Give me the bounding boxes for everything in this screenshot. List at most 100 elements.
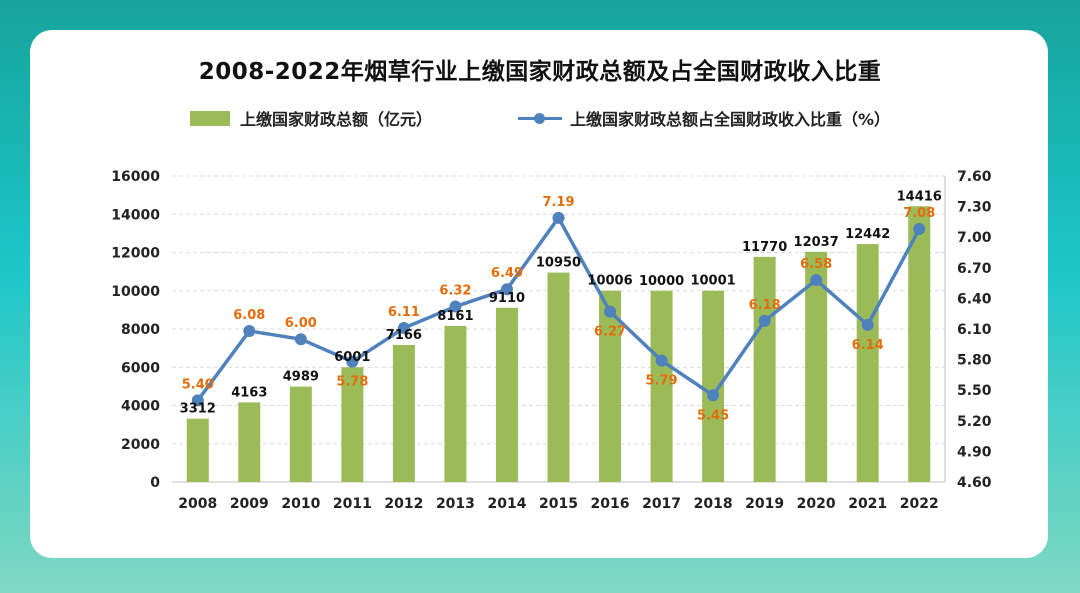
line-value-label: 7.08 bbox=[903, 206, 935, 221]
y-right-tick-label: 6.10 bbox=[957, 322, 992, 338]
x-tick-label: 2016 bbox=[591, 496, 630, 512]
line-value-label: 5.45 bbox=[697, 408, 729, 423]
wechat-icon bbox=[839, 534, 871, 557]
y-left-tick-label: 0 bbox=[150, 475, 160, 491]
line-value-label: 5.40 bbox=[182, 377, 214, 392]
line-point bbox=[604, 305, 617, 318]
bar-value-label: 10950 bbox=[536, 256, 581, 271]
chart-title: 2008-2022年烟草行业上缴国家财政总额及占全国财政收入比重 bbox=[198, 59, 882, 85]
x-tick-label: 2022 bbox=[900, 496, 939, 512]
y-left-tick-label: 6000 bbox=[121, 360, 160, 376]
bar-value-label: 10001 bbox=[690, 274, 735, 289]
legend-swatch-line bbox=[518, 110, 562, 126]
x-tick-label: 2013 bbox=[436, 496, 475, 512]
bar bbox=[702, 290, 725, 482]
legend-item-line: 上缴国家财政总额占全国财政收入比重（%） bbox=[518, 104, 890, 132]
x-tick-label: 2012 bbox=[384, 496, 423, 512]
bar bbox=[444, 325, 467, 482]
y-right-tick-label: 7.60 bbox=[957, 169, 992, 185]
bar-value-label: 4163 bbox=[231, 385, 267, 400]
bar bbox=[238, 402, 261, 482]
bar bbox=[650, 290, 673, 482]
y-left-tick-label: 4000 bbox=[121, 399, 160, 415]
bar bbox=[341, 367, 364, 482]
x-tick-label: 2017 bbox=[642, 496, 681, 512]
legend-label-bar: 上缴国家财政总额（亿元） bbox=[240, 110, 433, 129]
bar bbox=[599, 290, 622, 482]
bar bbox=[908, 206, 931, 482]
x-tick-label: 2008 bbox=[178, 496, 217, 512]
line-point bbox=[707, 389, 720, 402]
line-value-label: 6.18 bbox=[749, 298, 781, 313]
line-point bbox=[397, 321, 410, 334]
y-right-tick-label: 6.70 bbox=[957, 261, 992, 277]
bar-value-label: 8161 bbox=[437, 309, 473, 324]
x-tick-label: 2011 bbox=[333, 496, 372, 512]
bar-value-label: 6001 bbox=[334, 350, 370, 365]
y-left-tick-label: 10000 bbox=[111, 284, 160, 300]
y-right-tick-label: 4.90 bbox=[957, 444, 992, 460]
y-left-tick-label: 14000 bbox=[111, 207, 160, 223]
line-point bbox=[655, 354, 668, 367]
y-right-tick-label: 7.30 bbox=[957, 200, 992, 216]
line-point bbox=[294, 333, 307, 346]
x-tick-label: 2019 bbox=[745, 496, 784, 512]
legend-item-bar: 上缴国家财政总额（亿元） bbox=[190, 104, 432, 132]
line-value-label: 6.32 bbox=[439, 284, 471, 299]
x-tick-label: 2010 bbox=[281, 496, 320, 512]
y-left-tick-label: 2000 bbox=[121, 437, 160, 453]
bar-value-label: 9110 bbox=[489, 291, 525, 306]
bar bbox=[289, 386, 312, 482]
bar-value-label: 7166 bbox=[386, 328, 422, 343]
bar bbox=[547, 272, 570, 482]
y-left-tick-label: 12000 bbox=[111, 246, 160, 262]
x-tick-label: 2020 bbox=[797, 496, 836, 512]
x-tick-label: 2015 bbox=[539, 496, 578, 512]
bar-value-label: 12442 bbox=[845, 227, 890, 242]
bar-value-label: 12037 bbox=[794, 235, 839, 250]
x-tick-label: 2018 bbox=[694, 496, 733, 512]
line-value-label: 5.78 bbox=[336, 375, 368, 390]
bar bbox=[805, 251, 828, 482]
line-point bbox=[191, 394, 204, 407]
line-point bbox=[913, 223, 926, 236]
bar bbox=[186, 418, 209, 482]
y-right-tick-label: 6.40 bbox=[957, 291, 992, 307]
y-right-tick-label: 4.60 bbox=[957, 475, 992, 491]
bar bbox=[495, 307, 518, 482]
bar-value-label: 4989 bbox=[283, 370, 319, 385]
line-value-label: 6.00 bbox=[285, 316, 317, 331]
line-value-label: 6.58 bbox=[800, 257, 832, 272]
y-left-tick-label: 8000 bbox=[121, 322, 160, 338]
x-tick-label: 2021 bbox=[848, 496, 887, 512]
x-tick-label: 2014 bbox=[487, 496, 526, 512]
x-tick-label: 2009 bbox=[230, 496, 269, 512]
bar bbox=[753, 256, 776, 482]
bar-value-label: 10000 bbox=[639, 274, 684, 289]
line-point bbox=[243, 325, 256, 338]
line-point bbox=[500, 283, 513, 296]
line-value-label: 6.08 bbox=[233, 308, 265, 323]
y-right-tick-label: 5.20 bbox=[957, 414, 992, 430]
line-point bbox=[449, 300, 462, 313]
y-right-tick-label: 5.80 bbox=[957, 353, 992, 369]
line-value-label: 6.14 bbox=[852, 338, 884, 353]
bar bbox=[392, 344, 415, 482]
line-value-label: 6.11 bbox=[388, 305, 420, 320]
watermark-text: 兰财税海研语 bbox=[880, 536, 1013, 561]
line-point bbox=[861, 318, 874, 331]
y-right-tick-label: 5.50 bbox=[957, 383, 992, 399]
line-value-label: 5.79 bbox=[646, 374, 678, 389]
line-point bbox=[552, 211, 565, 224]
line-value-label: 6.27 bbox=[594, 325, 626, 340]
line-value-label: 7.19 bbox=[542, 195, 574, 210]
bar-value-label: 3312 bbox=[180, 402, 216, 417]
legend-swatch-bar bbox=[190, 110, 230, 126]
bar bbox=[856, 244, 879, 482]
y-right-tick-label: 7.00 bbox=[957, 230, 992, 246]
line-value-label: 6.49 bbox=[491, 266, 523, 281]
bar-value-label: 10006 bbox=[587, 274, 632, 289]
line-point bbox=[810, 274, 823, 287]
line-point bbox=[346, 355, 359, 368]
